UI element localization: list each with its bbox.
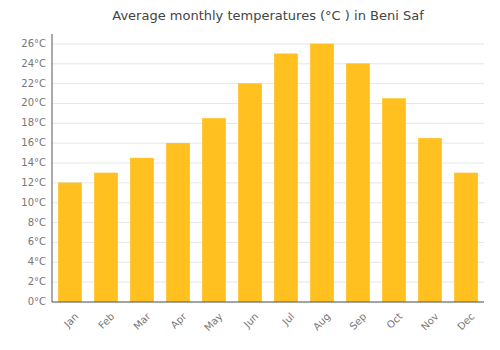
bar	[166, 143, 189, 302]
chart-title: Average monthly temperatures (°C ) in Be…	[112, 8, 424, 23]
y-tick-label: 12°C	[21, 177, 46, 188]
bar	[382, 99, 405, 302]
bar	[202, 118, 225, 302]
y-tick-label: 20°C	[21, 97, 46, 108]
chart-svg: Average monthly temperatures (°C ) in Be…	[0, 0, 500, 350]
x-tick-label: Oct	[384, 311, 404, 331]
grid-line	[52, 43, 484, 44]
y-axis-line	[52, 34, 53, 302]
y-tick-label: 0°C	[28, 296, 46, 307]
bar	[58, 183, 81, 302]
y-tick-label: 10°C	[21, 197, 46, 208]
x-axis-line	[52, 302, 484, 303]
x-tick-label: Aug	[311, 311, 333, 333]
grid-line	[52, 302, 484, 303]
bar	[94, 173, 117, 302]
x-tick-label: Feb	[96, 311, 116, 331]
bar	[130, 158, 153, 302]
chart-container: Average monthly temperatures (°C ) in Be…	[0, 0, 500, 350]
grid-line	[52, 63, 484, 64]
y-tick-label: 16°C	[21, 137, 46, 148]
y-tick-label: 24°C	[21, 58, 46, 69]
bar	[238, 84, 261, 302]
y-tick-label: 4°C	[28, 256, 46, 267]
x-tick-label: Apr	[168, 310, 189, 331]
bar	[454, 173, 477, 302]
x-tick-label: Jun	[241, 311, 261, 331]
grid-line	[52, 103, 484, 104]
y-tick-label: 8°C	[28, 217, 46, 228]
x-tick-label: Nov	[419, 311, 441, 333]
y-tick-label: 2°C	[28, 276, 46, 287]
bars	[58, 44, 477, 302]
bar	[418, 138, 441, 302]
grid	[52, 44, 484, 302]
grid-line	[52, 123, 484, 124]
x-tick-label: Mar	[131, 310, 153, 332]
x-tick-label: Dec	[455, 311, 476, 332]
y-axis: 0°C 2°C 4°C 6°C 8°C 10°C 12°C 14°C 16°C 18°C 20°C 2…	[21, 38, 46, 307]
x-tick-label: Sep	[347, 311, 368, 332]
x-axis: Jan Feb Mar Apr May Jun Jul Aug Sep Oct Nov Dec	[61, 310, 476, 333]
y-tick-label: 6°C	[28, 236, 46, 247]
grid-line	[52, 83, 484, 84]
x-tick-label: Jul	[279, 311, 296, 328]
bar	[274, 54, 297, 302]
y-tick-label: 26°C	[21, 38, 46, 49]
bar	[310, 44, 333, 302]
bar	[346, 64, 369, 302]
x-tick-label: May	[202, 311, 224, 333]
y-tick-label: 18°C	[21, 117, 46, 128]
x-tick-label: Jan	[61, 311, 80, 330]
y-tick-label: 22°C	[21, 78, 46, 89]
y-tick-label: 14°C	[21, 157, 46, 168]
